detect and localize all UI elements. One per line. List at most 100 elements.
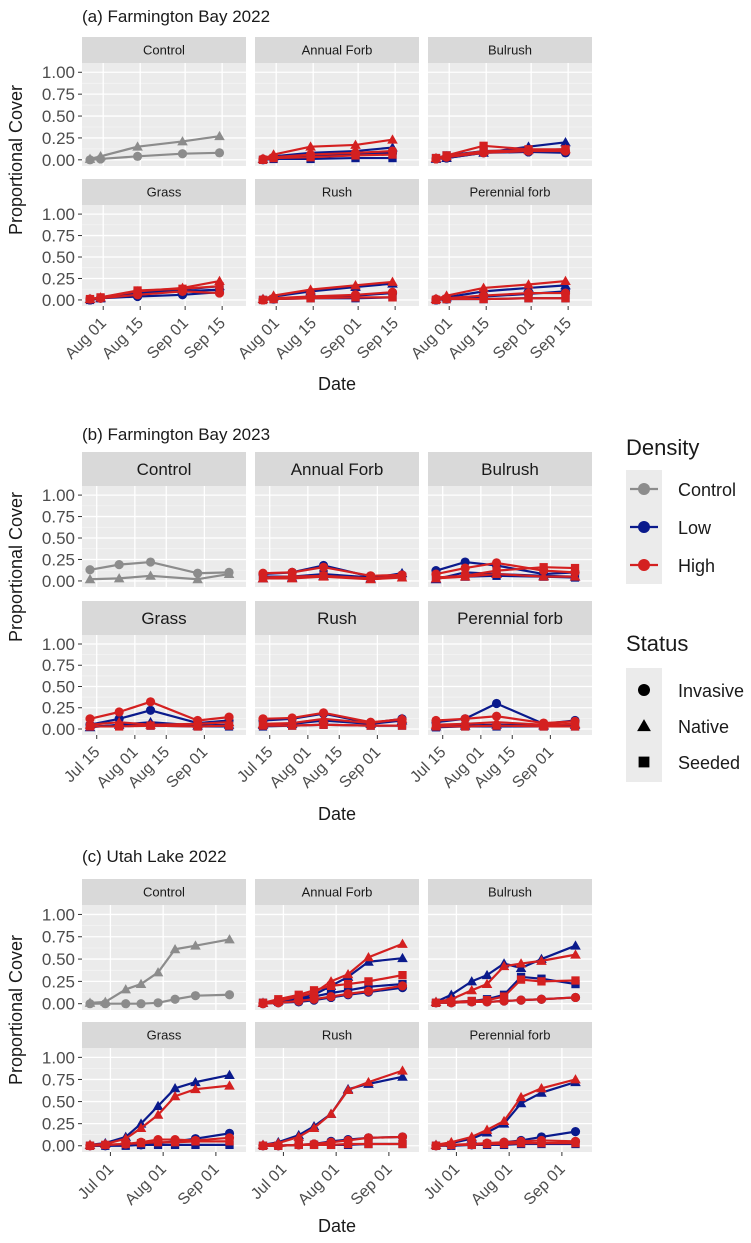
panel-background <box>255 905 419 1010</box>
data-point <box>170 1138 180 1147</box>
y-tick-label: 0.50 <box>42 950 75 969</box>
y-tick-label: 0.75 <box>42 656 75 675</box>
facet-strip <box>255 179 419 205</box>
data-point <box>85 294 95 304</box>
series-high-seeded <box>85 1137 234 1150</box>
data-point <box>482 995 492 1005</box>
data-point <box>95 151 106 161</box>
data-point <box>318 708 329 718</box>
data-point <box>214 288 225 298</box>
data-point <box>84 997 96 1007</box>
facet-strip <box>82 37 246 63</box>
data-point <box>145 697 156 707</box>
data-point <box>288 572 297 581</box>
data-point <box>479 294 488 304</box>
data-point <box>153 998 163 1008</box>
data-point <box>84 573 96 584</box>
data-point <box>274 1141 283 1150</box>
data-point <box>491 711 502 721</box>
facet-strip-label: Rush <box>322 185 352 200</box>
data-point <box>397 1071 408 1081</box>
x-axis-label: Date <box>318 374 356 394</box>
facet-strip <box>428 452 592 486</box>
facet-strip-label: Bulrush <box>488 43 532 58</box>
x-tick-label: Sep 15 <box>354 315 402 363</box>
data-point <box>478 145 489 156</box>
panel-title: (a) Farmington Bay 2022 <box>82 7 270 26</box>
facet-strip <box>428 179 592 205</box>
data-point <box>570 949 581 959</box>
data-point <box>466 976 478 986</box>
facet-strip-label: Grass <box>141 609 186 628</box>
data-point <box>491 698 502 709</box>
data-point <box>431 295 441 305</box>
series-high-seeded <box>431 294 570 305</box>
data-point <box>560 137 571 147</box>
data-point <box>397 1065 408 1075</box>
data-point <box>431 998 441 1007</box>
facet-annual-forb: Annual Forb <box>255 452 419 587</box>
data-point <box>431 1141 441 1150</box>
data-point <box>397 572 407 581</box>
data-point <box>135 978 147 989</box>
data-point <box>343 1139 353 1149</box>
data-point <box>499 1139 509 1149</box>
data-point <box>114 707 124 717</box>
data-point <box>570 1127 581 1137</box>
data-point <box>537 977 546 986</box>
y-tick-label: 0.00 <box>42 572 75 591</box>
panel-background <box>428 1048 592 1152</box>
data-point <box>258 573 268 582</box>
facet-control: Control 0.00 0.25 0.50 0.75 1.00 <box>42 879 246 1014</box>
data-point <box>224 1080 235 1090</box>
data-point <box>136 999 146 1009</box>
series-line <box>89 938 230 1004</box>
data-point <box>224 1069 235 1080</box>
data-point <box>363 1076 374 1087</box>
legend-label-high: High <box>678 556 715 576</box>
x-axis-label: Date <box>318 804 356 824</box>
data-point <box>442 294 451 304</box>
legend-marker-high <box>638 559 650 571</box>
y-tick-label: 1.00 <box>42 905 75 924</box>
data-point <box>306 294 315 303</box>
facet-strip-label: Control <box>143 43 185 58</box>
series-control-native <box>84 934 235 1007</box>
x-axis-label: Date <box>318 1216 356 1236</box>
data-point <box>319 720 328 729</box>
data-point <box>398 1139 407 1149</box>
data-point <box>85 565 95 575</box>
data-point <box>397 952 408 963</box>
facet-strip <box>255 601 419 635</box>
legend-label-control: Control <box>678 480 736 500</box>
data-point <box>193 568 203 578</box>
data-point <box>192 573 203 584</box>
data-point <box>481 1124 493 1134</box>
y-tick-label: 0.00 <box>42 151 75 170</box>
y-axis-label: Proportional Cover <box>6 492 26 642</box>
data-point <box>190 1083 201 1094</box>
facet-strip <box>428 879 592 905</box>
data-point <box>193 722 202 731</box>
data-point <box>132 141 143 151</box>
series-line <box>263 723 403 727</box>
facet-strip-label: Perennial forb <box>470 1028 551 1043</box>
facet-strip-label: Control <box>143 885 185 900</box>
facet-bulrush: Bulrush <box>428 452 592 587</box>
data-point <box>466 985 478 995</box>
facet-strip <box>82 601 246 635</box>
data-point <box>397 721 407 730</box>
x-tick-label: Aug 01 <box>295 1161 343 1209</box>
data-point <box>350 139 361 149</box>
y-tick-label: 0.75 <box>42 1070 75 1089</box>
panel-group-1: (a) Farmington Bay 2022 Proportional Cove… <box>6 7 592 394</box>
square-icon <box>638 756 650 768</box>
data-point <box>351 293 360 302</box>
data-point <box>342 968 354 979</box>
y-tick-label: 0.25 <box>42 699 75 718</box>
data-point <box>482 1139 492 1149</box>
x-tick-label: Sep 01 <box>348 1161 396 1209</box>
data-point <box>498 1115 510 1125</box>
panel-title: (b) Farmington Bay 2023 <box>82 425 270 444</box>
